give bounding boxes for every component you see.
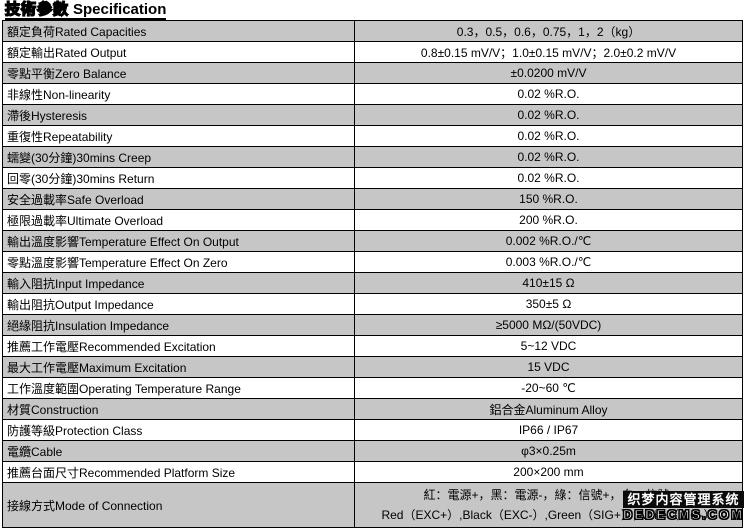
param-value: 5~12 VDC [520, 339, 577, 353]
param-label: 安全過載率Safe Overload [3, 189, 355, 209]
param-value: 0.02 %R.O. [517, 171, 580, 185]
param-value: 0.3，0.5，0.6，0.75，1，2（kg） [456, 24, 641, 39]
param-label: 電纜Cable [3, 441, 355, 461]
param-value: ±0.0200 mV/V [510, 66, 587, 80]
table-row: 零點平衡Zero Balance ±0.0200 mV/V [3, 63, 742, 84]
param-value: φ3×0.25m [521, 444, 576, 458]
table-row: 額定輸出Rated Output 0.8±0.15 mV/V；1.0±0.15 m… [3, 42, 742, 63]
param-value: 紅：電源+，黑：電源-，綠：信號+，白：信號- Red（EXC+）,Black（E… [355, 483, 742, 527]
page-title: 技術參數 Specification [4, 0, 167, 20]
table-row: 最大工作電壓Maximum Excitation 15 VDC [3, 357, 742, 378]
param-label: 重復性Repeatability [3, 126, 355, 146]
table-row: 重復性Repeatability 0.02 %R.O. [3, 126, 742, 147]
param-label: 額定負荷Rated Capacities [3, 21, 355, 41]
table-row: 接線方式Mode of Connection 紅：電源+，黑：電源-，綠：信號+，… [3, 483, 742, 528]
param-label: 非線性Non-linearity [3, 84, 355, 104]
watermark-chinese-text: 织梦内容管理系统 [623, 491, 744, 508]
table-row: 絕緣阻抗Insulation Impedance ≥5000 MΩ/(50VDC) [3, 315, 742, 336]
param-label: 推薦台面尺寸Recommended Platform Size [3, 462, 355, 482]
param-value-line2: Red（EXC+）,Black（EXC-）,Green（SIG+）,White（… [381, 508, 716, 522]
spec-table: 額定負荷Rated Capacities 0.3，0.5，0.6，0.75，1，2… [2, 20, 743, 528]
param-value: 200 %R.O. [519, 213, 578, 227]
table-row: 防護等級Protection Class IP66 / IP67 [3, 420, 742, 441]
param-label: 零點平衡Zero Balance [3, 63, 355, 83]
page-title-chinese: 技術參數 [4, 0, 70, 18]
param-value: 0.02 %R.O. [517, 108, 580, 122]
param-value: 150 %R.O. [519, 192, 578, 206]
watermark-domain-text: DEDECMS.COM [623, 507, 744, 523]
table-row: 零點溫度影響Temperature Effect On Zero 0.003 %R… [3, 252, 742, 273]
table-row: 推薦工作電壓Recommended Excitation 5~12 VDC [3, 336, 742, 357]
param-label: 極限過載率Ultimate Overload [3, 210, 355, 230]
param-label: 零點溫度影響Temperature Effect On Zero [3, 252, 355, 272]
param-value: 350±5 Ω [525, 297, 572, 311]
param-label: 接線方式Mode of Connection [3, 483, 355, 527]
param-label: 輸出阻抗Output Impedance [3, 294, 355, 314]
param-value: 200×200 mm [513, 465, 584, 479]
table-row: 輸出阻抗Output Impedance 350±5 Ω [3, 294, 742, 315]
table-row: 安全過載率Safe Overload 150 %R.O. [3, 189, 742, 210]
param-value-line1: 紅：電源+，黑：電源-，綠：信號+，白：信號- [423, 488, 674, 502]
param-label: 防護等級Protection Class [3, 420, 355, 440]
param-label: 蠕變(30分鐘)30mins Creep [3, 147, 355, 167]
table-row: 滯後Hysteresis 0.02 %R.O. [3, 105, 742, 126]
table-row: 回零(30分鐘)30mins Return 0.02 %R.O. [3, 168, 742, 189]
table-row: 材質Construction 鋁合金Aluminum Alloy [3, 399, 742, 420]
table-row: 輸出溫度影響Temperature Effect On Output 0.002 … [3, 231, 742, 252]
table-row: 輸入阻抗Input Impedance 410±15 Ω [3, 273, 742, 294]
param-label: 回零(30分鐘)30mins Return [3, 168, 355, 188]
table-row: 工作溫度範圍Operating Temperature Range -20~60 … [3, 378, 742, 399]
table-row: 蠕變(30分鐘)30mins Creep 0.02 %R.O. [3, 147, 742, 168]
param-value: 15 VDC [527, 360, 570, 374]
param-label: 絕緣阻抗Insulation Impedance [3, 315, 355, 335]
param-label: 推薦工作電壓Recommended Excitation [3, 336, 355, 356]
param-label: 額定輸出Rated Output [3, 42, 355, 62]
param-value: 0.02 %R.O. [517, 150, 580, 164]
param-label: 材質Construction [3, 399, 355, 419]
param-label: 輸出溫度影響Temperature Effect On Output [3, 231, 355, 251]
param-value: -20~60 ℃ [521, 381, 576, 395]
param-label: 最大工作電壓Maximum Excitation [3, 357, 355, 377]
dedecms-watermark: 织梦内容管理系统 DEDECMS.COM [623, 491, 744, 523]
param-value: 0.002 %R.O./℃ [505, 234, 592, 248]
param-value: 410±15 Ω [522, 276, 575, 290]
param-value: 鋁合金Aluminum Alloy [489, 402, 608, 417]
param-value: 0.003 %R.O./℃ [505, 255, 592, 269]
param-label: 工作溫度範圍Operating Temperature Range [3, 378, 355, 398]
table-row: 極限過載率Ultimate Overload 200 %R.O. [3, 210, 742, 231]
param-label: 滯後Hysteresis [3, 105, 355, 125]
param-value: 0.8±0.15 mV/V；1.0±0.15 mV/V；2.0±0.2 mV/V [420, 45, 677, 60]
param-value: 0.02 %R.O. [517, 87, 580, 101]
table-row: 推薦台面尺寸Recommended Platform Size 200×200 m… [3, 462, 742, 483]
table-row: 額定負荷Rated Capacities 0.3，0.5，0.6，0.75，1，2… [3, 21, 742, 42]
param-value: ≥5000 MΩ/(50VDC) [495, 318, 602, 332]
page-title-english: Specification [73, 1, 167, 18]
param-label: 輸入阻抗Input Impedance [3, 273, 355, 293]
table-row: 電纜Cable φ3×0.25m [3, 441, 742, 462]
param-value: 0.02 %R.O. [517, 129, 580, 143]
table-row: 非線性Non-linearity 0.02 %R.O. [3, 84, 742, 105]
param-value: IP66 / IP67 [518, 423, 579, 437]
